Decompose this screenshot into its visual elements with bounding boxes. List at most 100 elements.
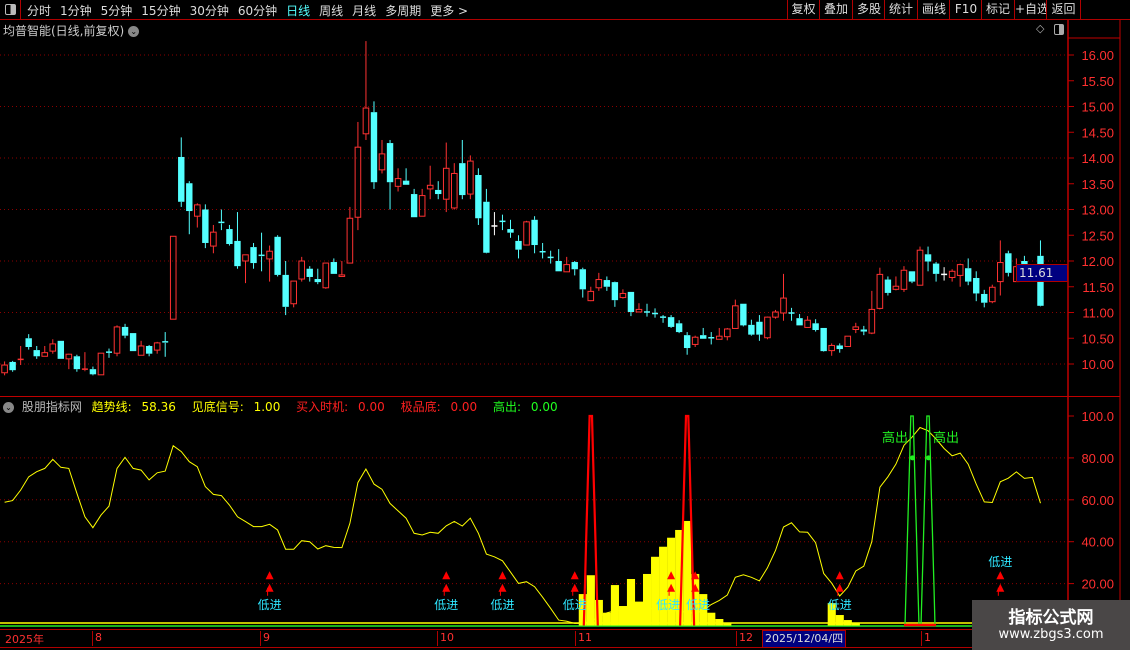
price-label: 12.00 [1081,254,1114,269]
bottom-signal-bar [586,575,595,626]
back-button[interactable]: 返回 [1046,0,1081,19]
layout-toggle-button[interactable] [0,0,21,19]
candle-down [89,369,97,375]
candle-up [948,270,956,278]
multi-stock-button[interactable]: 多股 [852,0,885,19]
diamond-icon[interactable]: ◇ [1036,22,1045,35]
candle-down [178,156,185,202]
candle-down [410,194,418,218]
candle-down [226,229,233,245]
bottom-signal-bar [667,537,676,626]
period-tab-30min[interactable]: 30分钟 [189,4,229,18]
bottom-signal-bar [634,601,644,626]
overlay-button[interactable]: 叠加 [819,0,852,19]
panel-toggle-icon[interactable] [1054,24,1064,35]
indicator-header: ⌄ 股朋指标网 趋势线: 58.36 见底信号: 1.00 买入时机: 0.00… [3,398,570,415]
up-arrow-icon [667,571,676,580]
candle-up [772,311,779,318]
up-arrow-icon [570,583,579,592]
panel-icon [5,4,16,15]
bottom-signal-bar [699,594,708,626]
candle-down [812,323,819,331]
low-entry-label: 低进 [563,598,587,612]
candle-down [507,229,514,233]
period-tabs: 分时 1分钟 5分钟 15分钟 30分钟 60分钟 日线 周线 月线 多周期 更… [27,2,468,19]
candle-down [820,327,827,352]
candle-up [595,279,603,289]
date-label-dec: 12 [736,631,753,646]
current-price-tag: 11.61 [1016,264,1068,282]
stock-title[interactable]: 均普智能(日线,前复权) ⌄ [3,22,140,39]
candle-down [1005,253,1012,273]
candle-up [65,353,73,360]
period-tab-60min[interactable]: 60分钟 [237,4,278,18]
candle-down [675,323,683,333]
candle-down [370,112,378,183]
bottom-signal-bar [578,594,587,626]
candle-up [362,107,370,135]
f10-button[interactable]: F10 [949,0,982,19]
mark-button[interactable]: 标记 [981,0,1014,19]
chevron-down-icon[interactable]: ⌄ [3,402,14,413]
period-tab-more[interactable]: 更多 > [430,4,469,18]
statistics-button[interactable]: 统计 [884,0,917,19]
indicator-label: 60.00 [1081,493,1114,508]
period-tab-monthly[interactable]: 月线 [352,4,377,18]
price-label: 15.50 [1081,74,1114,89]
low-entry-label: 低进 [828,598,852,612]
candle-up [137,345,145,356]
up-arrow-icon [691,571,700,580]
period-tab-daily[interactable]: 日线 [286,4,311,18]
period-tab-weekly[interactable]: 周线 [319,4,344,18]
up-arrow-icon [996,583,1005,592]
candle-down [483,201,490,253]
date-axis: 2025年 8 9 10 11 12 2025/12/04/四 1 [0,629,1068,648]
candle-down [740,303,747,326]
buy-spike [582,414,599,626]
buy-readout: 买入时机: 0.00 [296,400,391,414]
high-readout: 高出: 0.00 [493,400,564,414]
candle-up [563,264,571,273]
trend-readout: 趋势线: 58.36 [92,400,182,414]
low-entry-label: 低进 [686,598,710,612]
candle-down [306,268,313,277]
adjust-button[interactable]: 复权 [787,0,819,19]
candle-down [611,282,619,301]
candle-down [202,209,209,243]
candle-up [619,292,627,299]
chevron-down-icon[interactable]: ⌄ [128,26,140,37]
candle-down [314,279,321,283]
period-tab-5min[interactable]: 5分钟 [100,4,133,18]
candle-down [667,317,675,327]
add-watchlist-button[interactable]: +自选 [1014,0,1047,19]
candle-up [804,319,811,328]
candle-up [900,269,908,290]
bottom-signal-bar [827,603,836,626]
period-tab-15min[interactable]: 15分钟 [141,4,181,18]
candle-down [186,183,193,212]
up-arrow-icon [265,571,274,580]
trend-line [4,426,1041,624]
bottom-signal-bar [707,612,716,626]
candle-up [418,195,426,217]
candle-down [579,269,586,290]
indicator-label: 40.00 [1081,535,1114,550]
candle-up [169,235,177,320]
candle-down [884,279,892,293]
candle-down [402,180,410,185]
buy-spike [679,414,696,626]
low-entry-label: 低进 [434,598,458,612]
draw-line-button[interactable]: 画线 [917,0,950,19]
candle-up [194,204,201,217]
period-tab-minute[interactable]: 分时 [27,4,52,18]
period-tab-1min[interactable]: 1分钟 [60,4,92,18]
candle-up [467,160,474,195]
buy-label: 买入时机: [296,400,349,414]
stock-title-text: 均普智能(日线,前复权) [3,24,125,38]
period-tab-multi[interactable]: 多周期 [385,4,422,18]
candle-down [627,291,635,312]
best-value: 0.00 [450,400,478,414]
low-entry-label: 低进 [988,555,1012,569]
candle-up [997,262,1004,283]
